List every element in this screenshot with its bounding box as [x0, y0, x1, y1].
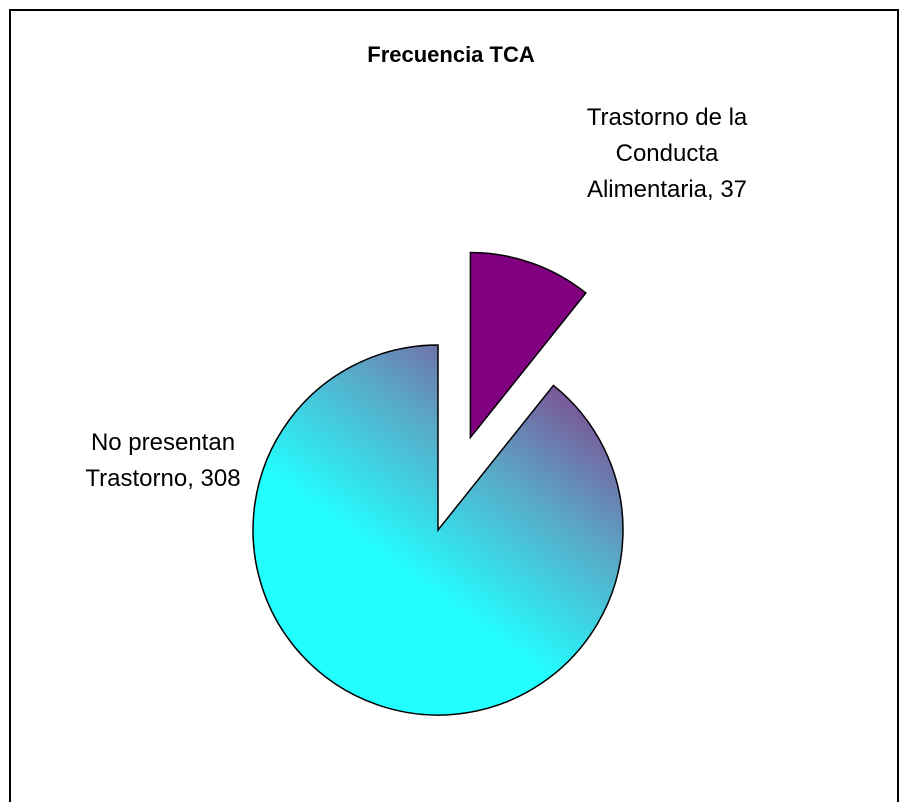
chart-title: Frecuencia TCA — [367, 42, 535, 67]
pie-slice — [469, 251, 587, 440]
data-label: Trastorno de la Conducta Alimentaria, 37 — [586, 104, 748, 203]
pie-slice — [252, 344, 624, 716]
data-label: No presentan Trastorno, 308 — [85, 429, 241, 492]
chart-frame — [9, 9, 899, 802]
